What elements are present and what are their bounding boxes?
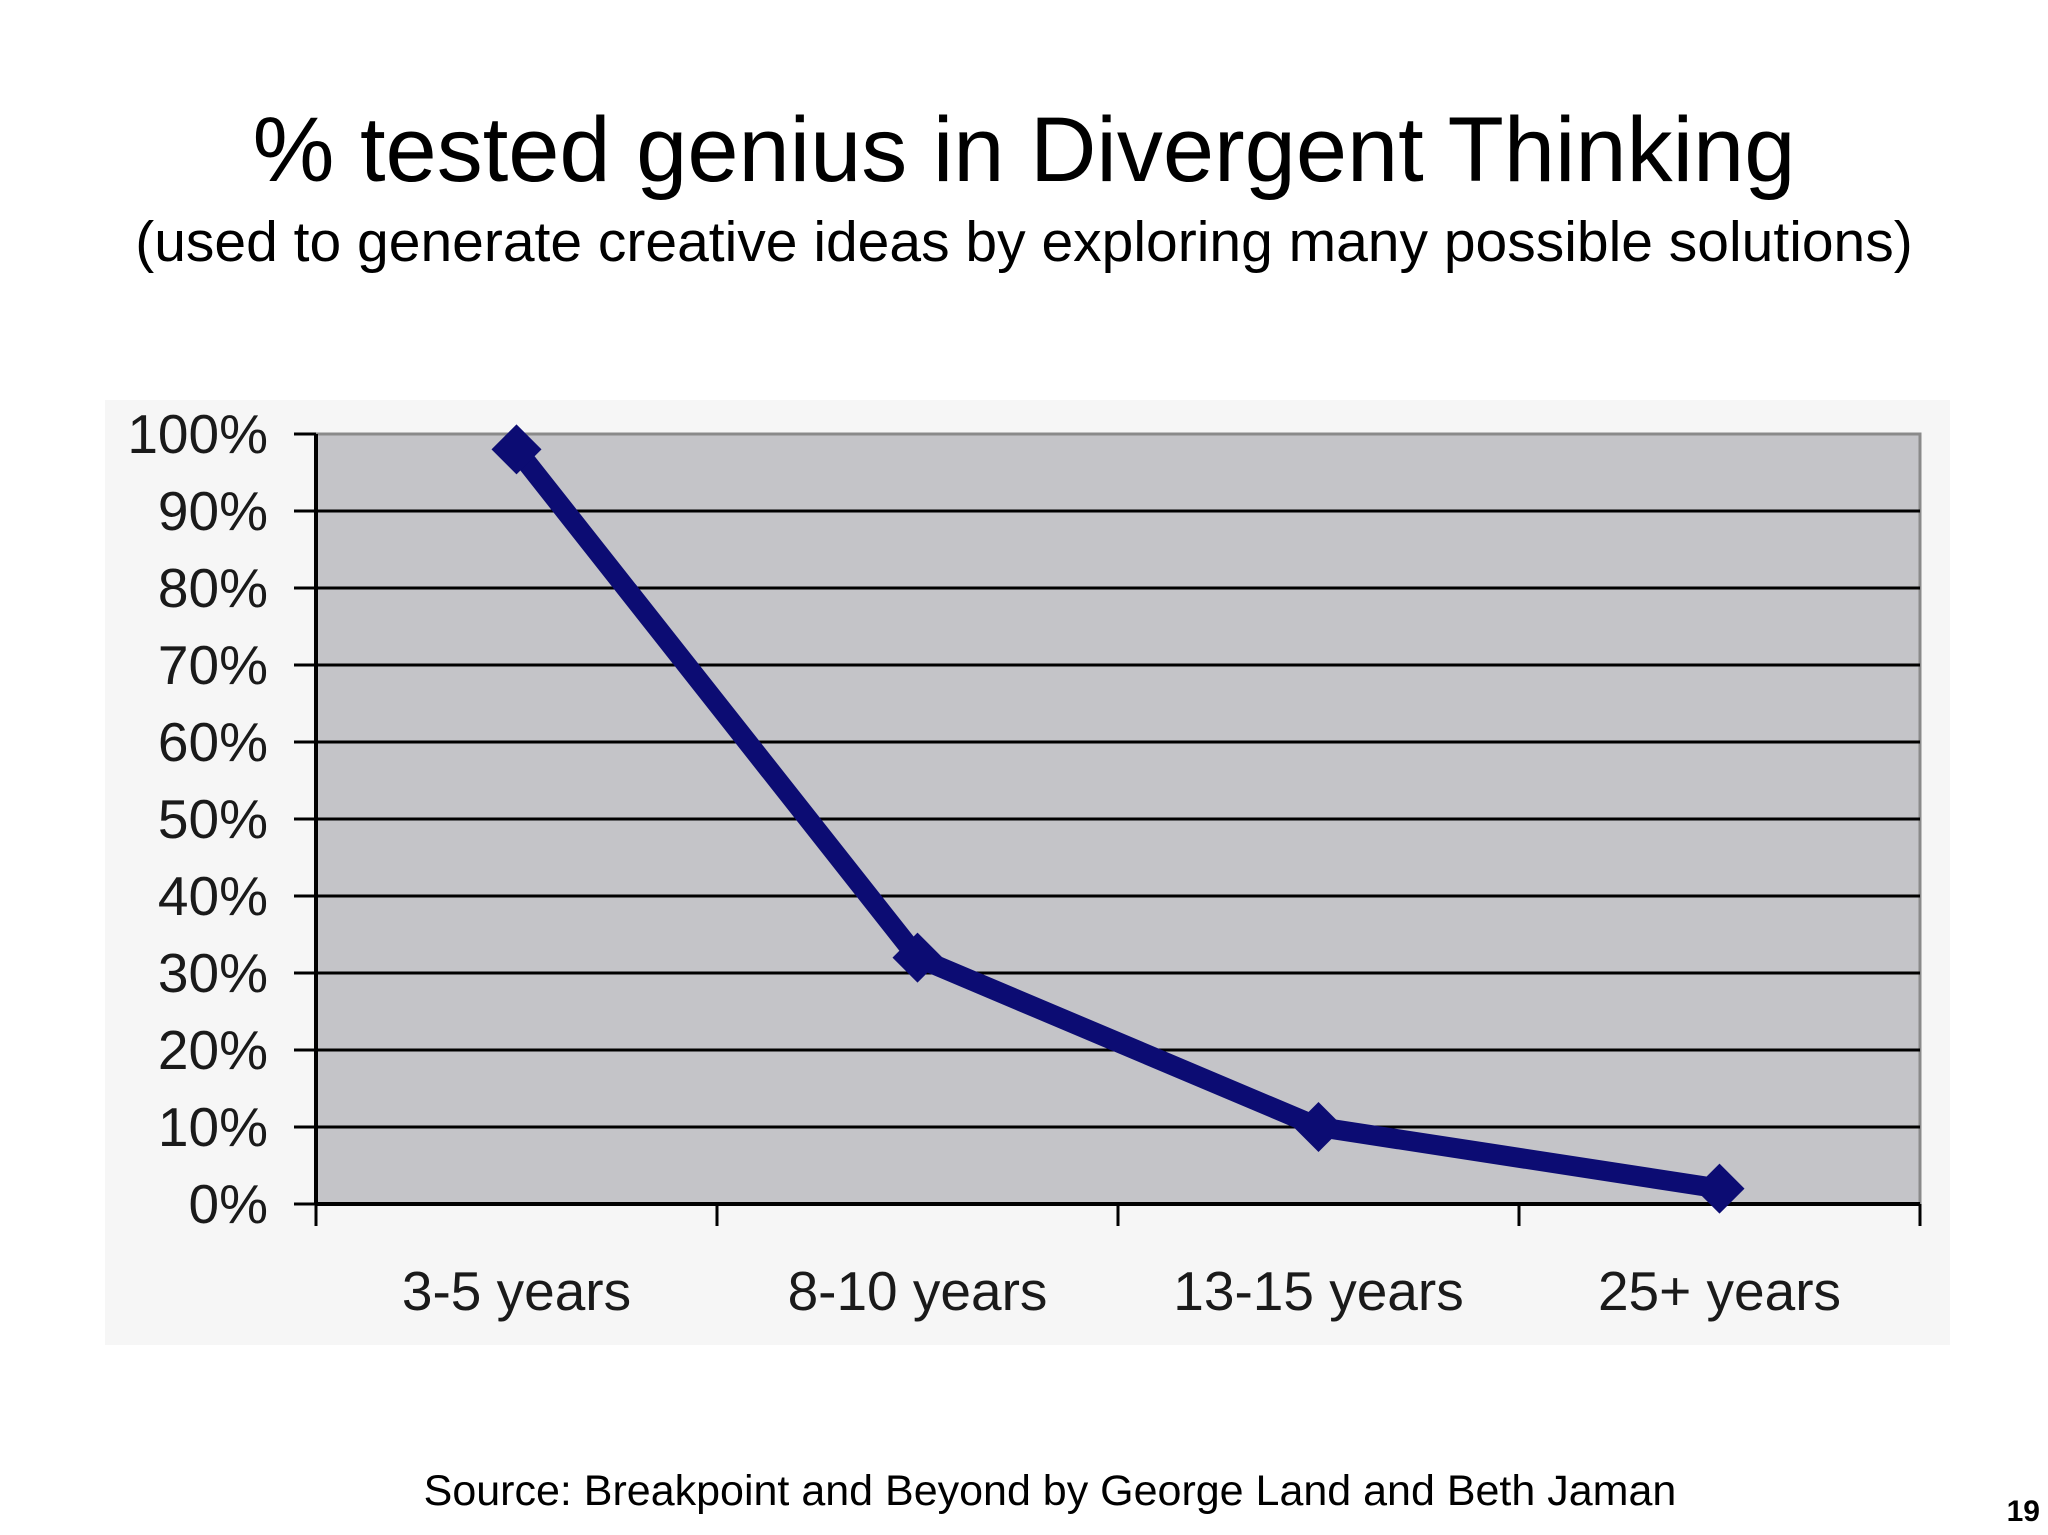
data-point-marker	[1694, 1163, 1745, 1214]
y-tick-label: 0%	[189, 1173, 269, 1235]
data-series	[491, 424, 1745, 1214]
x-tick-label: 13-15 years	[1173, 1260, 1463, 1322]
y-tick-label: 100%	[127, 403, 268, 465]
x-tick-label: 8-10 years	[788, 1260, 1048, 1322]
y-tick-label: 20%	[158, 1019, 268, 1081]
y-tick-label: 70%	[158, 634, 268, 696]
y-tick-label: 80%	[158, 557, 268, 619]
slide-title: % tested genius in Divergent Thinking	[252, 99, 1796, 201]
x-tick-label: 25+ years	[1598, 1260, 1841, 1322]
y-tick-label: 40%	[158, 865, 268, 927]
source-citation: Source: Breakpoint and Beyond by George …	[423, 1467, 1677, 1515]
x-axis: 3-5 years 8-10 years 13-15 years 25+ years	[314, 1202, 1922, 1322]
y-tick-label: 30%	[158, 942, 268, 1004]
slide-number: 19	[2006, 1495, 2040, 1528]
data-point-marker	[1293, 1102, 1344, 1152]
data-point-marker	[892, 932, 943, 983]
series-line	[506, 439, 1730, 1199]
slide-subtitle: (used to generate creative ideas by expl…	[135, 210, 1913, 274]
y-tick-label: 50%	[158, 788, 268, 850]
y-axis: 0% 10% 20% 30% 40% 50% 60% 70% 80% 90% 100%	[127, 403, 318, 1235]
y-tick-label: 60%	[158, 711, 268, 773]
y-tick-label: 90%	[158, 480, 268, 542]
data-point-marker	[491, 424, 542, 475]
x-tick-label: 3-5 years	[402, 1260, 631, 1322]
y-tick-label: 10%	[158, 1096, 268, 1158]
